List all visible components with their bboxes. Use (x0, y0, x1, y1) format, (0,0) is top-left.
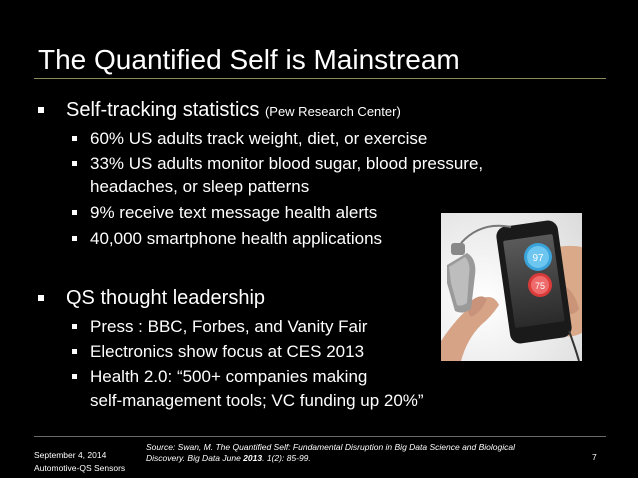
bullet-square-icon (72, 374, 77, 379)
bullet-square-icon (38, 107, 44, 113)
pulse-oximeter-smartphone-photo: 97 75 (441, 213, 582, 361)
list-item-text: Press : BBC, Forbes, and Vanity Fair (90, 317, 368, 336)
page-number: 7 (592, 452, 597, 462)
bullet-square-icon (72, 324, 77, 329)
spo2-reading: 97 (532, 253, 544, 264)
footer-divider (34, 436, 606, 437)
title-divider (34, 78, 606, 79)
bullet-square-icon (72, 349, 77, 354)
section-heading-text: Self-tracking statistics (66, 99, 260, 121)
footer-source-line-1: Source: Swan, M. The Quantified Self: Fu… (146, 442, 516, 452)
list-item-text: Electronics show focus at CES 2013 (90, 342, 365, 361)
footer-source-line-2: Discovery. Big Data June 2013. 1(2): 85-… (146, 453, 311, 464)
bullet-square-icon (72, 210, 77, 215)
footer-event: Automotive-QS Sensors (34, 463, 126, 473)
list-item-text: 9% receive text message health alerts (90, 203, 378, 222)
pulse-reading: 75 (535, 281, 545, 291)
list-item-text: 40,000 smartphone health applications (90, 229, 383, 248)
bullet-square-icon (72, 136, 77, 141)
source-citation: . 1(2): 85-99. (262, 453, 311, 463)
bullet-square-icon (38, 295, 44, 301)
list-item-continuation: self-management tools; VC funding up 20%… (90, 391, 424, 410)
list-item-text: 60% US adults track weight, diet, or exe… (90, 129, 428, 148)
section-heading-note: (Pew Research Center) (264, 104, 401, 119)
list-item-continuation: headaches, or sleep patterns (90, 177, 310, 196)
list-item-text: 33% US adults monitor blood sugar, blood… (90, 154, 484, 173)
source-year: 2013 (243, 453, 263, 463)
list-item-text: Health 2.0: “500+ companies making (90, 367, 368, 386)
section-heading-text: QS thought leadership (66, 287, 266, 309)
bullet-square-icon (72, 161, 77, 166)
slide-title: The Quantified Self is Mainstream (38, 44, 460, 75)
bullet-square-icon (72, 236, 77, 241)
footer-date: September 4, 2014 (34, 450, 107, 460)
photo-illustration: 97 75 (441, 213, 582, 361)
source-text: Discovery. Big Data June (146, 453, 244, 463)
